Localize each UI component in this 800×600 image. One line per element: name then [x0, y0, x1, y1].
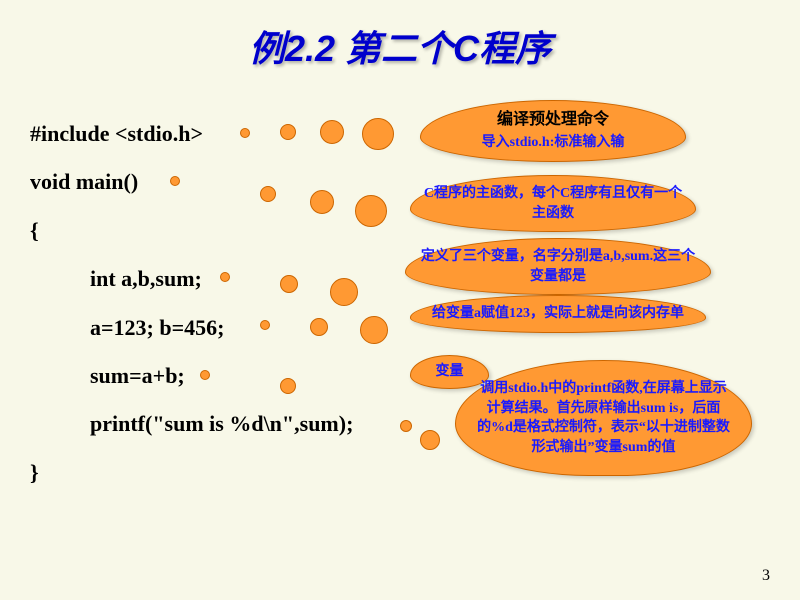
callout-fragment: 变量 — [410, 355, 489, 389]
bubble-dot — [280, 124, 296, 140]
callout-fragment-body: 变量 — [436, 364, 464, 379]
bubble-dot — [420, 430, 440, 450]
callout-preprocess-body: 导入stdio.h:标准输入输 — [482, 135, 625, 150]
callout-assign: 给变量a赋值123，实际上就是向该内存单 — [410, 295, 706, 333]
callout-assign-body: 给变量a赋值123，实际上就是向该内存单 — [432, 306, 684, 321]
bubble-dot — [320, 120, 344, 144]
code-block: #include <stdio.h> void main() { int a,b… — [30, 110, 353, 497]
bubble-dot — [360, 316, 388, 344]
callout-main-body: C程序的主函数，每个C程序有且仅有一个主函数 — [424, 186, 682, 221]
callout-printf: 调用stdio.h中的printf函数,在屏幕上显示计算结果。首先原样输出sum… — [455, 360, 752, 476]
bubble-dot — [260, 320, 270, 330]
bubble-dot — [240, 128, 250, 138]
bubble-dot — [170, 176, 180, 186]
callout-vars: 定义了三个变量，名字分别是a,b,sum.这三个变量都是 — [405, 238, 711, 295]
bubble-dot — [330, 278, 358, 306]
callout-preprocess-title: 编译预处理命令 — [433, 109, 673, 131]
callout-vars-body: 定义了三个变量，名字分别是a,b,sum.这三个变量都是 — [421, 249, 695, 284]
callout-printf-body: 调用stdio.h中的printf函数,在屏幕上显示计算结果。首先原样输出sum… — [477, 381, 730, 455]
code-line-2: void main() — [30, 158, 353, 206]
code-line-8: } — [30, 449, 353, 497]
bubble-dot — [355, 195, 387, 227]
bubble-dot — [400, 420, 412, 432]
page-number: 3 — [762, 567, 770, 585]
bubble-dot — [310, 318, 328, 336]
bubble-dot — [220, 272, 230, 282]
bubble-dot — [260, 186, 276, 202]
slide-title: 例2.2 第二个C程序 — [0, 0, 800, 72]
callout-main: C程序的主函数，每个C程序有且仅有一个主函数 — [410, 175, 696, 232]
bubble-dot — [200, 370, 210, 380]
code-line-6: sum=a+b; — [30, 352, 353, 400]
bubble-dot — [280, 378, 296, 394]
bubble-dot — [362, 118, 394, 150]
bubble-dot — [280, 275, 298, 293]
code-line-5: a=123; b=456; — [30, 304, 353, 352]
callout-preprocess: 编译预处理命令 导入stdio.h:标准输入输 — [420, 100, 686, 162]
code-line-1: #include <stdio.h> — [30, 110, 353, 158]
bubble-dot — [310, 190, 334, 214]
code-line-7: printf("sum is %d\n",sum); — [30, 400, 353, 448]
code-line-4: int a,b,sum; — [30, 255, 353, 303]
code-line-3: { — [30, 207, 353, 255]
